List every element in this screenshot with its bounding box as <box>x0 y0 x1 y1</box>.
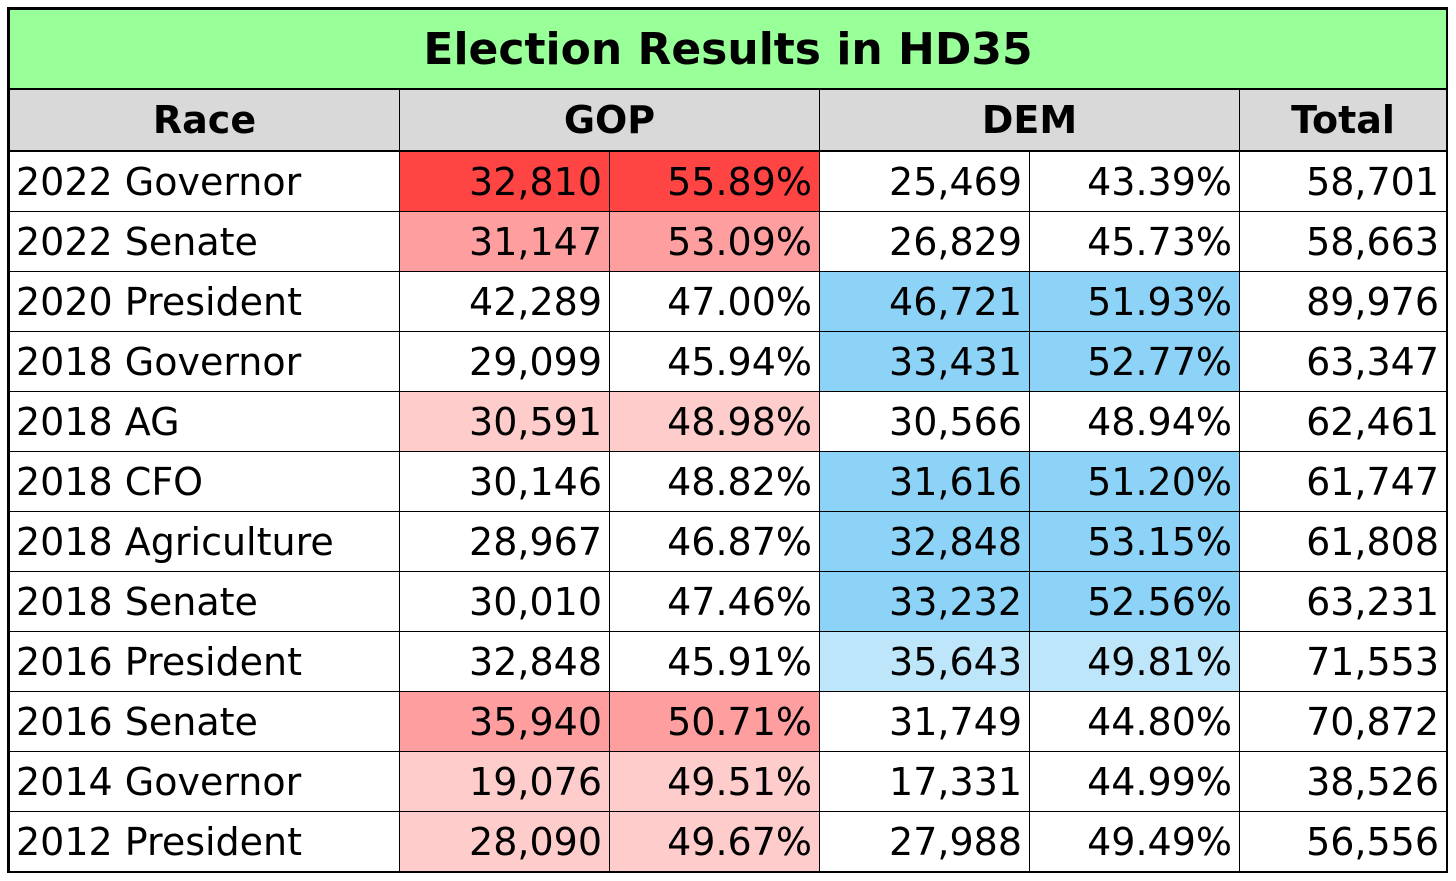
dem-votes-cell: 46,721 <box>819 271 1030 332</box>
table-row: 2022 Governor 32,810 55.89% 25,469 43.39% 58,… <box>9 150 1448 212</box>
race-cell: 2016 President <box>9 631 400 692</box>
header-total: Total <box>1238 88 1448 152</box>
gop-pct-cell: 47.46% <box>609 571 820 632</box>
table-row: 2016 President 32,848 45.91% 35,643 49.81% 71… <box>9 631 1448 692</box>
gop-votes-cell: 28,967 <box>399 511 610 572</box>
gop-pct-cell: 47.00% <box>609 271 820 332</box>
dem-votes-cell: 25,469 <box>819 150 1030 212</box>
table-row: 2018 Governor 29,099 45.94% 33,431 52.77% 63,… <box>9 331 1448 392</box>
race-cell: 2018 Governor <box>9 331 400 392</box>
total-cell: 62,461 <box>1238 391 1448 452</box>
gop-pct-cell: 50.71% <box>609 691 820 752</box>
dem-votes-cell: 35,643 <box>819 631 1030 692</box>
total-cell: 63,231 <box>1238 571 1448 632</box>
dem-votes-cell: 27,988 <box>819 811 1030 872</box>
gop-pct-cell: 49.67% <box>609 811 820 872</box>
table-row: 2020 President 42,289 47.00% 46,721 51.93% 89… <box>9 271 1448 332</box>
race-cell: 2012 President <box>9 811 400 872</box>
table-row: 2018 Senate 30,010 47.46% 33,232 52.56% 63,23… <box>9 571 1448 632</box>
table-title: Election Results in HD35 <box>8 9 1448 90</box>
header-row: Race GOP DEM Total <box>9 88 1448 152</box>
title-row: Election Results in HD35 <box>8 9 1448 90</box>
total-cell: 63,347 <box>1238 331 1448 392</box>
dem-pct-cell: 48.94% <box>1029 391 1240 452</box>
gop-pct-cell: 53.09% <box>609 211 820 272</box>
gop-pct-cell: 45.91% <box>609 631 820 692</box>
gop-votes-cell: 30,591 <box>399 391 610 452</box>
race-cell: 2022 Governor <box>9 150 400 212</box>
table-row: 2018 AG 30,591 48.98% 30,566 48.94% 62,461 <box>9 391 1448 452</box>
race-cell: 2020 President <box>9 271 400 332</box>
header-race: Race <box>9 88 400 152</box>
dem-votes-cell: 33,232 <box>819 571 1030 632</box>
gop-votes-cell: 42,289 <box>399 271 610 332</box>
header-dem: DEM <box>819 88 1240 152</box>
dem-votes-cell: 30,566 <box>819 391 1030 452</box>
dem-pct-cell: 53.15% <box>1029 511 1240 572</box>
gop-votes-cell: 19,076 <box>399 751 610 812</box>
total-cell: 56,556 <box>1238 811 1448 872</box>
gop-pct-cell: 55.89% <box>609 150 820 212</box>
race-cell: 2022 Senate <box>9 211 400 272</box>
table-row: 2022 Senate 31,147 53.09% 26,829 45.73% 58,66… <box>9 211 1448 272</box>
election-results-table-frame: Election Results in HD35 Race GOP DEM To… <box>7 7 1448 873</box>
table-row: 2018 Agriculture 28,967 46.87% 32,848 53.15%… <box>9 511 1448 572</box>
dem-pct-cell: 44.80% <box>1029 691 1240 752</box>
dem-pct-cell: 45.73% <box>1029 211 1240 272</box>
dem-pct-cell: 52.56% <box>1029 571 1240 632</box>
race-cell: 2016 Senate <box>9 691 400 752</box>
gop-votes-cell: 28,090 <box>399 811 610 872</box>
total-cell: 70,872 <box>1238 691 1448 752</box>
race-cell: 2014 Governor <box>9 751 400 812</box>
table-row: 2016 Senate 35,940 50.71% 31,749 44.80% 70,87… <box>9 691 1448 752</box>
total-cell: 89,976 <box>1238 271 1448 332</box>
dem-votes-cell: 31,616 <box>819 451 1030 512</box>
header-gop: GOP <box>399 88 820 152</box>
dem-votes-cell: 33,431 <box>819 331 1030 392</box>
dem-votes-cell: 17,331 <box>819 751 1030 812</box>
race-cell: 2018 Senate <box>9 571 400 632</box>
gop-votes-cell: 35,940 <box>399 691 610 752</box>
results-body: 2022 Governor 32,810 55.89% 25,469 43.39% 58,… <box>9 150 1448 872</box>
dem-pct-cell: 51.20% <box>1029 451 1240 512</box>
dem-pct-cell: 52.77% <box>1029 331 1240 392</box>
gop-votes-cell: 31,147 <box>399 211 610 272</box>
gop-votes-cell: 32,848 <box>399 631 610 692</box>
gop-pct-cell: 48.82% <box>609 451 820 512</box>
gop-pct-cell: 49.51% <box>609 751 820 812</box>
election-results-table: Election Results in HD35 Race GOP DEM To… <box>8 9 1448 872</box>
gop-votes-cell: 30,146 <box>399 451 610 512</box>
dem-pct-cell: 43.39% <box>1029 150 1240 212</box>
gop-pct-cell: 45.94% <box>609 331 820 392</box>
gop-votes-cell: 32,810 <box>399 150 610 212</box>
gop-votes-cell: 29,099 <box>399 331 610 392</box>
total-cell: 58,701 <box>1238 150 1448 212</box>
total-cell: 58,663 <box>1238 211 1448 272</box>
race-cell: 2018 Agriculture <box>9 511 400 572</box>
race-cell: 2018 CFO <box>9 451 400 512</box>
gop-votes-cell: 30,010 <box>399 571 610 632</box>
gop-pct-cell: 46.87% <box>609 511 820 572</box>
race-cell: 2018 AG <box>9 391 400 452</box>
table-row: 2012 President 28,090 49.67% 27,988 49.49% 56… <box>9 811 1448 872</box>
total-cell: 38,526 <box>1238 751 1448 812</box>
total-cell: 61,747 <box>1238 451 1448 512</box>
dem-votes-cell: 26,829 <box>819 211 1030 272</box>
total-cell: 71,553 <box>1238 631 1448 692</box>
table-row: 2014 Governor 19,076 49.51% 17,331 44.99% 38,… <box>9 751 1448 812</box>
dem-votes-cell: 32,848 <box>819 511 1030 572</box>
total-cell: 61,808 <box>1238 511 1448 572</box>
dem-pct-cell: 49.49% <box>1029 811 1240 872</box>
dem-pct-cell: 51.93% <box>1029 271 1240 332</box>
dem-pct-cell: 49.81% <box>1029 631 1240 692</box>
table-row: 2018 CFO 30,146 48.82% 31,616 51.20% 61,747 <box>9 451 1448 512</box>
dem-votes-cell: 31,749 <box>819 691 1030 752</box>
dem-pct-cell: 44.99% <box>1029 751 1240 812</box>
gop-pct-cell: 48.98% <box>609 391 820 452</box>
